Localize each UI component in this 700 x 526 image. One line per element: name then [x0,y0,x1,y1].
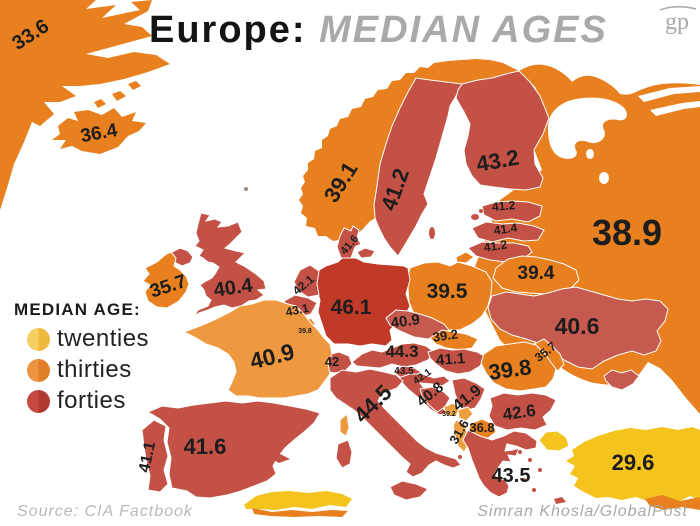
svg-text:41.2: 41.2 [491,198,516,214]
svg-text:38.9: 38.9 [592,212,662,253]
svg-text:39.8: 39.8 [487,354,533,385]
svg-text:43.1: 43.1 [284,301,310,320]
svg-text:44.3: 44.3 [385,342,418,361]
svg-text:46.1: 46.1 [331,296,372,319]
svg-text:41.1: 41.1 [136,440,159,474]
svg-text:36.8: 36.8 [469,420,494,435]
svg-text:29.6: 29.6 [612,450,655,475]
svg-text:41.4: 41.4 [493,220,518,237]
svg-text:40.4: 40.4 [212,274,254,301]
svg-text:39.2: 39.2 [442,411,456,418]
svg-text:40.9: 40.9 [390,311,421,332]
svg-text:41.6: 41.6 [184,434,227,459]
svg-text:39.8: 39.8 [298,328,312,335]
svg-text:43.5: 43.5 [394,366,414,377]
svg-text:43.5: 43.5 [492,465,531,487]
svg-text:39.2: 39.2 [432,326,459,344]
svg-text:39.5: 39.5 [427,280,468,303]
svg-text:42.6: 42.6 [502,401,537,424]
svg-text:41.1: 41.1 [436,350,466,369]
svg-text:42: 42 [325,354,339,369]
svg-text:41.2: 41.2 [483,237,508,254]
svg-text:39.4: 39.4 [518,263,555,284]
svg-text:40.6: 40.6 [555,313,600,339]
svg-text:gp: gp [665,9,689,35]
